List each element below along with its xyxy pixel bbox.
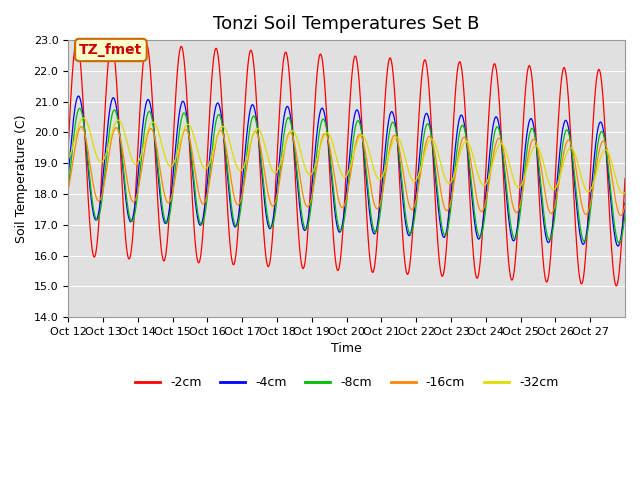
-32cm xyxy=(184,121,191,127)
-8cm xyxy=(220,132,228,138)
-32cm xyxy=(621,190,628,196)
Y-axis label: Soil Temperature (C): Soil Temperature (C) xyxy=(15,114,28,243)
Line: -8cm: -8cm xyxy=(68,108,625,243)
-16cm xyxy=(220,134,228,140)
-4cm xyxy=(75,93,83,99)
-2cm xyxy=(184,107,191,113)
-2cm xyxy=(73,38,81,44)
-32cm xyxy=(220,124,228,130)
-32cm xyxy=(411,178,419,184)
-2cm xyxy=(411,192,419,198)
-32cm xyxy=(621,190,629,195)
-4cm xyxy=(184,119,191,125)
-2cm xyxy=(621,179,628,184)
Legend: -2cm, -4cm, -8cm, -16cm, -32cm: -2cm, -4cm, -8cm, -16cm, -32cm xyxy=(130,371,563,394)
-4cm xyxy=(621,202,628,207)
-32cm xyxy=(568,145,576,151)
Line: -2cm: -2cm xyxy=(68,41,625,286)
-4cm xyxy=(220,134,228,140)
-32cm xyxy=(64,156,72,162)
-8cm xyxy=(411,214,419,220)
-2cm xyxy=(612,283,620,289)
-32cm xyxy=(401,155,409,160)
-16cm xyxy=(621,202,629,208)
-16cm xyxy=(568,145,576,151)
-2cm xyxy=(621,176,629,181)
-16cm xyxy=(184,129,191,135)
-16cm xyxy=(621,203,628,209)
-8cm xyxy=(615,240,623,246)
-16cm xyxy=(401,181,409,187)
Line: -4cm: -4cm xyxy=(68,96,625,246)
-2cm xyxy=(401,261,409,266)
Line: -32cm: -32cm xyxy=(68,118,625,194)
-8cm xyxy=(184,121,191,127)
-4cm xyxy=(64,172,72,178)
-2cm xyxy=(220,135,228,141)
-16cm xyxy=(411,202,419,208)
-32cm xyxy=(79,115,87,121)
-16cm xyxy=(64,187,72,192)
-16cm xyxy=(617,213,625,218)
-8cm xyxy=(64,187,72,192)
-8cm xyxy=(76,106,83,111)
-16cm xyxy=(77,124,85,130)
-4cm xyxy=(621,200,629,206)
-8cm xyxy=(621,212,629,217)
-8cm xyxy=(621,213,628,219)
-4cm xyxy=(614,243,622,249)
-8cm xyxy=(568,151,576,157)
-2cm xyxy=(64,145,72,151)
Text: TZ_fmet: TZ_fmet xyxy=(79,43,143,57)
X-axis label: Time: Time xyxy=(332,342,362,356)
-4cm xyxy=(411,204,419,210)
-32cm xyxy=(619,191,627,197)
Title: Tonzi Soil Temperatures Set B: Tonzi Soil Temperatures Set B xyxy=(213,15,480,33)
-2cm xyxy=(568,162,576,168)
-8cm xyxy=(401,207,409,213)
-4cm xyxy=(401,216,409,222)
Line: -16cm: -16cm xyxy=(68,127,625,216)
-4cm xyxy=(568,156,576,161)
